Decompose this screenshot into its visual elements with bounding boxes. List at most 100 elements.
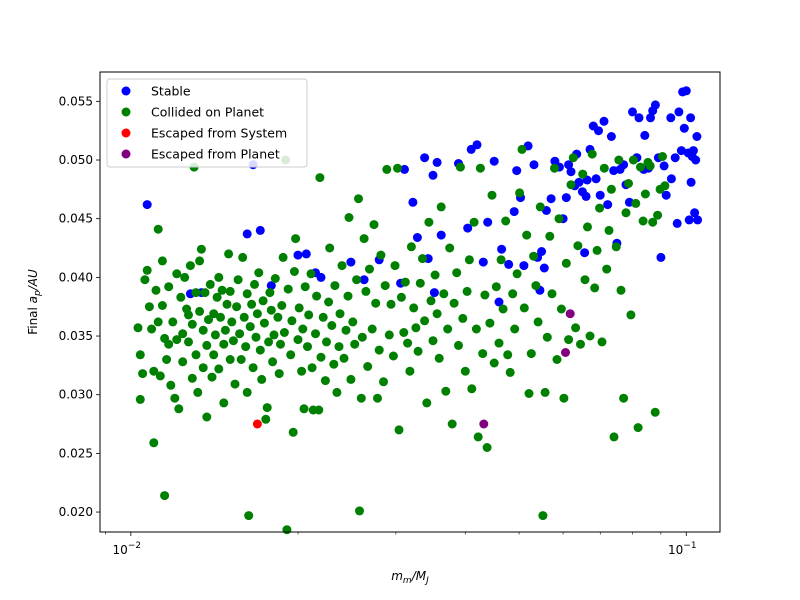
- data-point: [225, 286, 235, 296]
- data-point: [684, 215, 694, 225]
- data-point: [187, 373, 197, 383]
- data-point: [660, 181, 670, 191]
- data-point: [537, 247, 547, 256]
- data-point: [382, 164, 392, 174]
- data-point: [166, 380, 176, 390]
- data-point: [522, 230, 532, 240]
- data-point: [162, 355, 172, 364]
- data-point: [265, 288, 275, 298]
- y-tick-label: 0.050: [59, 153, 93, 167]
- data-point: [227, 317, 237, 327]
- data-point: [441, 386, 451, 396]
- data-point: [463, 223, 473, 233]
- data-point: [379, 377, 388, 387]
- data-point: [191, 288, 201, 298]
- data-point: [361, 286, 371, 296]
- data-point: [268, 357, 278, 367]
- data-point: [656, 252, 666, 262]
- data-point: [191, 350, 201, 360]
- data-point: [539, 263, 549, 273]
- data-point: [650, 100, 660, 110]
- legend-label: Escaped from System: [151, 126, 287, 141]
- data-point: [508, 289, 518, 299]
- data-point: [396, 292, 406, 302]
- data-point: [624, 179, 633, 188]
- data-point: [462, 286, 472, 296]
- data-point: [220, 325, 230, 335]
- data-point: [142, 265, 152, 275]
- data-point: [432, 157, 442, 167]
- data-point: [273, 312, 283, 322]
- data-point: [585, 331, 595, 341]
- data-point: [566, 167, 576, 177]
- data-point: [603, 200, 613, 210]
- data-point: [447, 419, 457, 429]
- data-point: [170, 393, 180, 403]
- data-point: [251, 332, 261, 342]
- data-point: [564, 160, 574, 170]
- data-point: [144, 302, 154, 312]
- data-point: [559, 393, 569, 403]
- data-point: [266, 281, 276, 291]
- data-point: [691, 155, 701, 165]
- data-point: [638, 216, 648, 226]
- data-point: [202, 340, 212, 350]
- legend-marker: [121, 107, 131, 117]
- data-point: [688, 146, 698, 156]
- data-point: [318, 312, 328, 322]
- data-point: [149, 438, 159, 448]
- data-point: [658, 152, 667, 161]
- data-point: [590, 283, 600, 293]
- data-point: [529, 160, 539, 170]
- data-point: [489, 156, 499, 166]
- data-point: [424, 217, 434, 227]
- data-point: [430, 270, 440, 280]
- data-point: [580, 275, 590, 285]
- data-point: [264, 337, 274, 347]
- legend-label: Collided on Planet: [151, 105, 264, 120]
- data-point: [403, 338, 413, 348]
- data-point: [693, 215, 703, 225]
- data-point: [445, 243, 455, 253]
- data-point: [384, 330, 394, 340]
- data-point: [254, 268, 264, 278]
- data-point: [388, 351, 398, 361]
- data-point: [390, 261, 400, 271]
- data-point: [626, 310, 636, 320]
- data-point: [149, 366, 159, 376]
- data-point: [439, 289, 449, 299]
- data-point: [356, 393, 366, 403]
- data-point: [619, 393, 629, 403]
- data-point: [611, 242, 621, 252]
- data-point: [184, 337, 193, 347]
- y-tick-label: 0.030: [59, 388, 93, 402]
- data-point: [406, 242, 416, 252]
- data-point: [432, 309, 442, 319]
- data-point: [420, 316, 430, 326]
- data-point: [428, 336, 438, 346]
- data-point: [494, 338, 504, 348]
- data-point: [277, 301, 287, 310]
- data-point: [599, 163, 609, 173]
- data-point: [515, 188, 525, 198]
- data-point: [686, 177, 696, 187]
- data-point: [469, 217, 479, 227]
- data-point: [504, 259, 514, 269]
- data-point: [556, 304, 566, 314]
- data-point: [686, 113, 696, 123]
- data-point: [133, 323, 143, 333]
- data-point: [196, 244, 206, 254]
- data-point: [369, 220, 379, 230]
- data-point: [178, 329, 188, 339]
- series-3: [479, 309, 575, 429]
- data-point: [545, 231, 555, 241]
- points-layer: [133, 86, 703, 535]
- data-point: [487, 190, 497, 200]
- data-point: [289, 267, 299, 276]
- data-point: [485, 318, 495, 328]
- data-point: [214, 272, 224, 282]
- data-point: [415, 278, 425, 288]
- data-point: [350, 339, 360, 349]
- data-point: [409, 303, 419, 313]
- data-point: [195, 306, 205, 316]
